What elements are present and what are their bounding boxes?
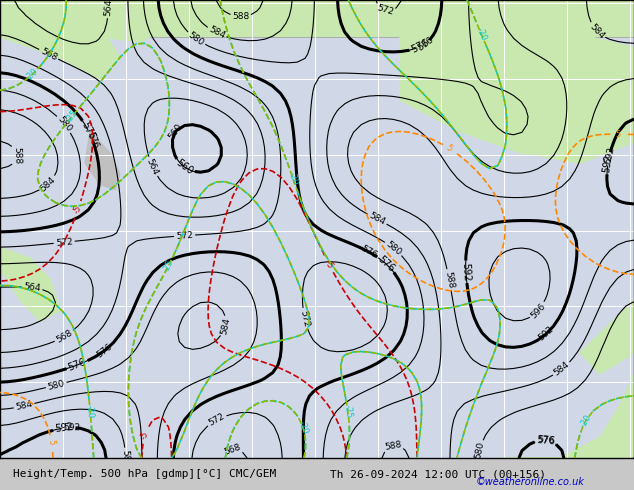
Text: 564: 564: [23, 282, 41, 293]
Text: 584: 584: [552, 360, 571, 378]
Text: 588: 588: [384, 440, 403, 452]
Text: 584: 584: [207, 25, 226, 41]
FancyBboxPatch shape: [0, 0, 634, 37]
Text: -20: -20: [578, 413, 593, 429]
Text: 572: 572: [207, 412, 226, 428]
Text: 580: 580: [55, 115, 73, 134]
Text: 584: 584: [588, 22, 606, 40]
Text: 576: 576: [537, 436, 555, 445]
Text: -5: -5: [72, 204, 84, 215]
Polygon shape: [85, 132, 120, 190]
Text: 576: 576: [67, 357, 87, 373]
Text: -20: -20: [475, 26, 488, 43]
Text: -25: -25: [342, 404, 353, 419]
Text: 576: 576: [536, 435, 555, 446]
Text: 592: 592: [460, 262, 472, 281]
Text: 564: 564: [145, 157, 160, 176]
Text: 572: 572: [299, 309, 311, 328]
Text: 576: 576: [376, 254, 396, 274]
Text: 568: 568: [55, 328, 74, 344]
Text: -20: -20: [296, 419, 309, 435]
Text: -20: -20: [24, 67, 40, 82]
Text: Height/Temp. 500 hPa [gdmp][°C] CMC/GEM: Height/Temp. 500 hPa [gdmp][°C] CMC/GEM: [13, 469, 276, 479]
Text: 584: 584: [39, 175, 58, 193]
Text: 588: 588: [13, 147, 22, 164]
Text: 5: 5: [47, 440, 56, 446]
Text: 5: 5: [615, 130, 621, 139]
Text: 576: 576: [359, 244, 379, 260]
Polygon shape: [0, 247, 60, 321]
Text: 588: 588: [232, 12, 249, 22]
Text: 588: 588: [120, 449, 131, 467]
Polygon shape: [580, 300, 634, 374]
Text: 580: 580: [186, 30, 206, 48]
Polygon shape: [0, 0, 160, 42]
Text: 592: 592: [603, 146, 616, 165]
Text: 576: 576: [94, 342, 114, 360]
Text: 568: 568: [223, 443, 242, 457]
Text: 576: 576: [416, 35, 435, 52]
Text: 572: 572: [55, 237, 73, 247]
Text: 580: 580: [474, 441, 486, 460]
Polygon shape: [400, 0, 634, 163]
Text: -5: -5: [139, 429, 150, 441]
Text: -20: -20: [287, 171, 299, 187]
Text: 576: 576: [85, 130, 100, 149]
Text: -20: -20: [85, 404, 95, 418]
Text: 576: 576: [410, 38, 430, 55]
Text: 576: 576: [80, 120, 97, 141]
Text: 568: 568: [39, 47, 58, 62]
Text: 592: 592: [602, 153, 614, 173]
Text: -25: -25: [162, 258, 176, 274]
Text: Th 26-09-2024 12:00 UTC (00+156): Th 26-09-2024 12:00 UTC (00+156): [330, 469, 546, 479]
Polygon shape: [500, 374, 634, 458]
Text: 580: 580: [384, 240, 403, 257]
Text: 592: 592: [537, 325, 555, 343]
Text: -5: -5: [323, 258, 335, 270]
Text: 584: 584: [368, 211, 387, 227]
Text: 584: 584: [219, 317, 231, 336]
Text: 564: 564: [103, 0, 114, 17]
Text: 592: 592: [63, 423, 81, 432]
Text: 572: 572: [176, 231, 193, 241]
Text: 572: 572: [376, 3, 395, 17]
Text: 592: 592: [55, 422, 74, 434]
Text: ©weatheronline.co.uk: ©weatheronline.co.uk: [476, 477, 585, 487]
Text: 560: 560: [174, 158, 195, 177]
Text: 580: 580: [47, 379, 66, 392]
Text: 560: 560: [167, 122, 184, 142]
Text: 584: 584: [15, 400, 34, 412]
Text: -25: -25: [65, 108, 80, 124]
Text: 5: 5: [445, 144, 454, 154]
Polygon shape: [0, 0, 120, 79]
Text: 588: 588: [443, 270, 455, 289]
Text: 596: 596: [529, 301, 547, 320]
